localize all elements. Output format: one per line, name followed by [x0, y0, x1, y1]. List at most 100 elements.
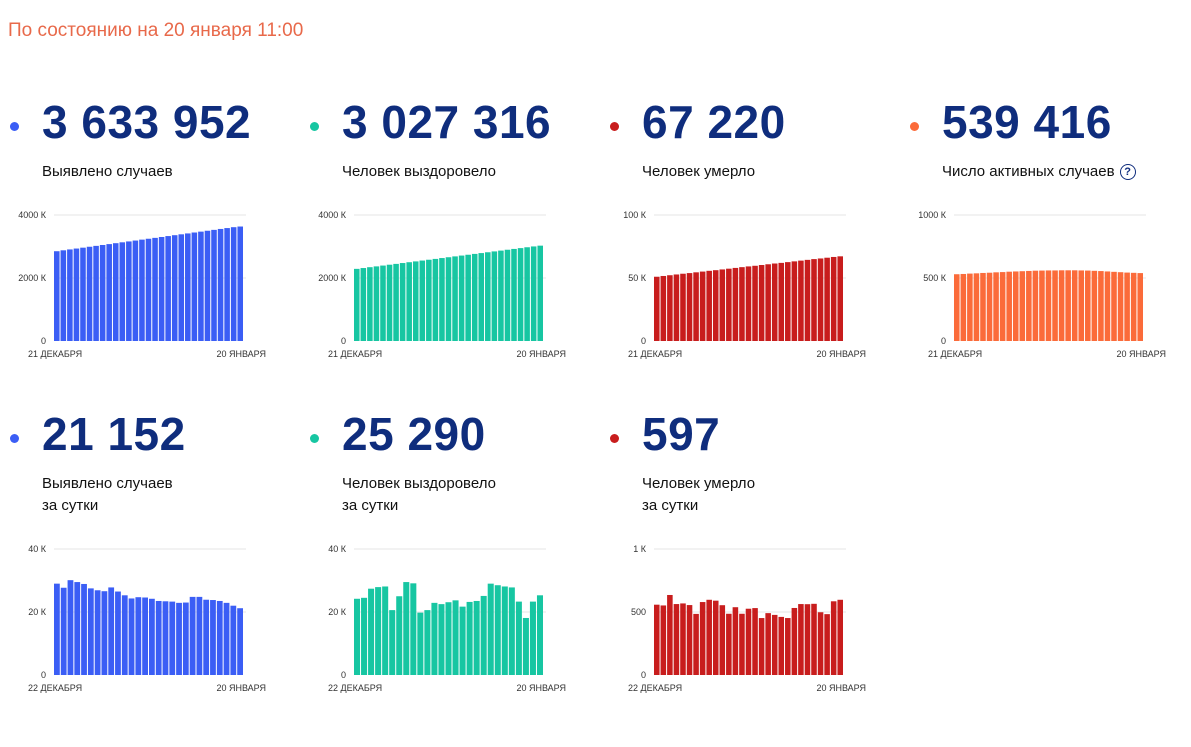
- bar: [361, 597, 368, 675]
- y-tick-label: 4000 К: [18, 210, 47, 220]
- card-recovered-daily: 25 290 Человек выздоровело за сутки 0 20 …: [308, 407, 598, 747]
- bar: [491, 251, 498, 341]
- bar: [1104, 271, 1111, 341]
- bar: [667, 594, 673, 675]
- series-dot: [610, 122, 619, 131]
- bar: [837, 256, 843, 341]
- bar: [530, 246, 537, 341]
- y-tick-label: 0: [341, 336, 346, 346]
- question-circle-icon[interactable]: ?: [1119, 164, 1136, 180]
- bar: [1058, 270, 1065, 341]
- bar: [368, 588, 375, 675]
- bar: [1065, 270, 1071, 341]
- bar: [817, 258, 824, 341]
- bar: [354, 598, 361, 675]
- stat-label-line2: за сутки: [42, 497, 99, 514]
- bar: [1098, 271, 1104, 341]
- bar: [999, 272, 1006, 341]
- bar: [74, 582, 81, 675]
- bar-chart: 0 500 К 1000 К 21 ДЕКАБРЯ 20 ЯНВАРЯ: [918, 210, 1166, 359]
- stat-label: Человек умерло: [642, 475, 756, 492]
- x-tick-label: 21 ДЕКАБРЯ: [328, 349, 382, 359]
- bar: [108, 587, 115, 675]
- bar: [654, 604, 660, 675]
- bar: [765, 264, 771, 341]
- stat-value: 25 290: [342, 408, 486, 460]
- bar: [960, 273, 967, 341]
- bar: [237, 608, 243, 675]
- bar: [354, 268, 360, 341]
- bar: [804, 259, 811, 341]
- bar: [406, 262, 412, 341]
- series-dot: [910, 122, 919, 131]
- bar: [954, 274, 960, 341]
- bar: [986, 272, 993, 341]
- bar: [101, 591, 108, 675]
- bar: [386, 264, 393, 341]
- bar: [432, 258, 439, 341]
- stat-value: 67 220: [642, 96, 786, 148]
- bar: [412, 261, 419, 341]
- stat-label: Человек выздоровело: [342, 475, 496, 492]
- series-dot: [610, 434, 619, 443]
- y-tick-label: 1000 К: [918, 210, 947, 220]
- bar: [419, 260, 426, 341]
- bar: [94, 590, 101, 675]
- stat-value: 21 152: [42, 408, 186, 460]
- bar: [758, 265, 765, 341]
- bar: [686, 273, 693, 341]
- bar: [1012, 271, 1019, 341]
- bar: [785, 618, 791, 675]
- bar: [667, 275, 673, 341]
- bar: [445, 602, 452, 675]
- bar: [680, 603, 686, 675]
- bar: [680, 273, 686, 341]
- bar: [399, 263, 406, 341]
- bar: [726, 268, 732, 341]
- bar: [693, 613, 699, 675]
- bar: [524, 247, 530, 341]
- bar: [1137, 273, 1143, 341]
- bar: [87, 588, 94, 676]
- bar: [504, 249, 511, 341]
- bar: [217, 228, 224, 341]
- stat-label-line2: за сутки: [342, 497, 399, 514]
- y-tick-label: 1 К: [633, 544, 647, 554]
- bar: [1091, 270, 1098, 341]
- x-tick-label: 21 ДЕКАБРЯ: [28, 349, 82, 359]
- bar: [223, 602, 230, 675]
- y-tick-label: 40 К: [328, 544, 347, 554]
- bar: [501, 586, 508, 675]
- bar: [1019, 271, 1026, 341]
- x-tick-label: 21 ДЕКАБРЯ: [628, 349, 682, 359]
- y-tick-label: 4000 К: [318, 210, 347, 220]
- bar: [791, 607, 798, 675]
- y-tick-label: 500: [631, 607, 646, 617]
- y-tick-label: 0: [41, 336, 46, 346]
- y-tick-label: 0: [941, 336, 946, 346]
- bar: [732, 267, 739, 341]
- bar: [458, 255, 465, 341]
- bar: [149, 598, 155, 675]
- bar: [99, 244, 106, 341]
- bar: [1032, 270, 1039, 341]
- y-tick-label: 100 К: [623, 210, 647, 220]
- bar: [993, 272, 999, 341]
- bar: [508, 587, 515, 675]
- y-tick-label: 0: [341, 670, 346, 680]
- bar: [485, 252, 491, 341]
- bar: [375, 587, 382, 675]
- bar: [536, 595, 543, 675]
- bar: [367, 267, 373, 341]
- bar: [1045, 270, 1052, 341]
- bar: [811, 259, 817, 341]
- bar: [382, 586, 389, 675]
- bar: [410, 583, 417, 675]
- bar: [785, 262, 791, 341]
- series-dot: [10, 434, 19, 443]
- bar: [824, 257, 830, 341]
- bar: [778, 262, 785, 341]
- bar: [771, 614, 778, 675]
- bar: [471, 253, 478, 341]
- bar: [237, 226, 243, 341]
